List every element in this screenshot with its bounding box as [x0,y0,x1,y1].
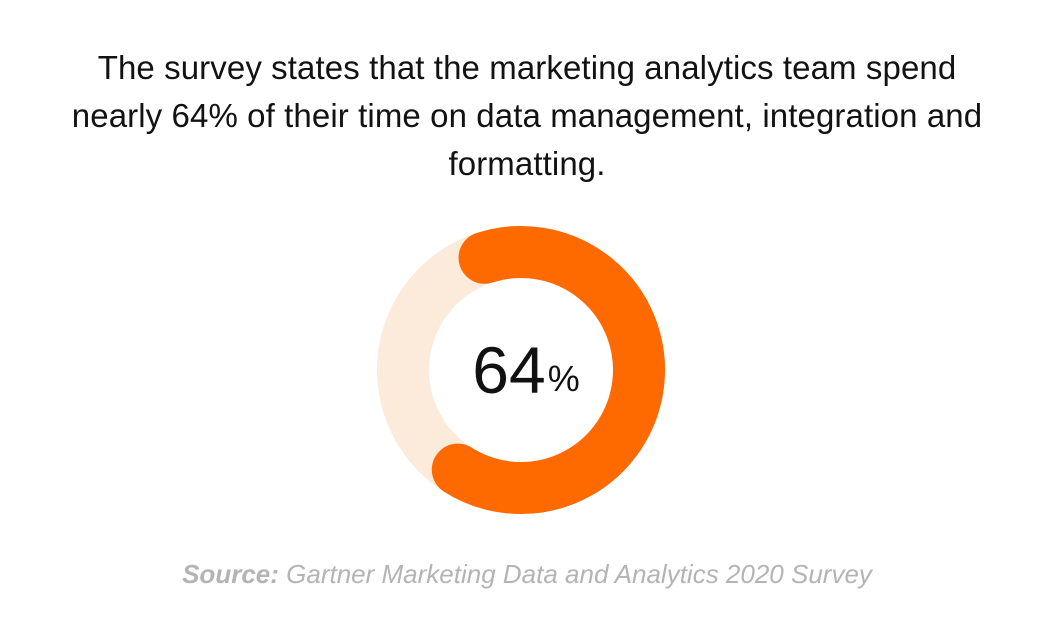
source-caption: Source: Gartner Marketing Data and Analy… [0,557,1054,591]
center-value-number: 64 [472,333,546,407]
donut-value-arc [431,226,665,514]
source-text: Gartner Marketing Data and Analytics 202… [278,559,872,589]
donut-svg [377,226,665,514]
donut-chart: 64 % [376,220,676,520]
center-value: 64 % [376,220,676,520]
center-value-unit: % [547,358,580,399]
source-label: Source: [182,559,279,589]
headline: The survey states that the marketing ana… [71,49,983,182]
